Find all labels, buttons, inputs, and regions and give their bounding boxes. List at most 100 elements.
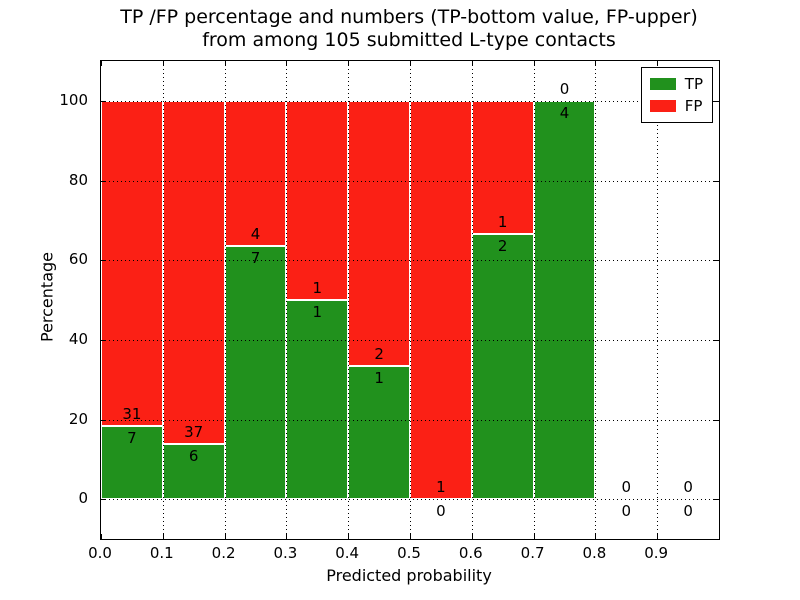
x-tick-mark xyxy=(595,534,597,539)
bar-segment-tp xyxy=(224,245,287,500)
y-tick-mark xyxy=(101,180,106,182)
bar-count-label-fp: 0 xyxy=(621,478,632,497)
bar-count-label-fp: 37 xyxy=(184,422,204,441)
chart-title-line1: TP /FP percentage and numbers (TP-bottom… xyxy=(120,6,698,28)
bar-segment-tp xyxy=(101,425,163,500)
plot-area: TP FP 31 7 37 6 4 7 1 1 2 1 1 0 1 2 0 4 0 0 0 0 xyxy=(100,60,720,540)
bar-count-label-tp: 0 xyxy=(683,502,693,521)
bar-segment-fp xyxy=(101,100,163,426)
y-tick-label: 0 xyxy=(78,489,88,508)
y-tick-label: 80 xyxy=(68,170,88,189)
y-tick-mark xyxy=(714,339,719,341)
bar-count-label-tp: 7 xyxy=(250,248,261,267)
x-tick-mark xyxy=(162,61,164,66)
x-tick-mark xyxy=(410,534,411,539)
legend-item-fp: FP xyxy=(649,95,703,117)
y-tick-mark xyxy=(714,260,719,262)
x-tick-label: 0.9 xyxy=(644,544,669,562)
chart-title: TP /FP percentage and numbers (TP-bottom… xyxy=(100,6,718,52)
x-tick-mark xyxy=(286,61,288,66)
x-tick-label: 0.2 xyxy=(211,544,236,562)
legend: TP FP xyxy=(640,67,713,123)
bar-count-label-tp: 0 xyxy=(436,502,446,521)
legend-label-fp: FP xyxy=(684,97,703,115)
grid-line-vertical xyxy=(471,61,473,539)
x-tick-mark xyxy=(471,534,473,539)
bar-segment-tp xyxy=(533,100,596,500)
y-tick-mark xyxy=(101,499,106,501)
bar-segment-fp xyxy=(162,100,225,444)
y-tick-mark xyxy=(714,499,719,501)
x-tick-label: 0.8 xyxy=(582,544,607,562)
y-tick-mark xyxy=(714,100,719,102)
bar-count-label-fp: 0 xyxy=(559,79,570,98)
x-tick-mark xyxy=(162,534,164,539)
y-tick-label: 40 xyxy=(68,329,88,348)
bar-segment-tp xyxy=(471,233,534,500)
bar-segment-tp xyxy=(162,443,225,500)
x-tick-mark xyxy=(348,534,350,539)
bar-count-label-fp: 1 xyxy=(497,212,508,231)
y-tick-mark xyxy=(101,260,106,262)
bar-count-label-fp: 0 xyxy=(683,478,693,497)
bar-count-label-tp: 4 xyxy=(559,103,570,122)
y-tick-mark xyxy=(714,419,719,421)
y-tick-label: 100 xyxy=(59,90,88,109)
x-tick-label: 0.1 xyxy=(149,544,174,562)
y-tick-mark xyxy=(101,100,106,102)
bar-count-label-fp: 31 xyxy=(122,404,142,423)
grid-line-vertical xyxy=(286,61,288,539)
grid-line-vertical xyxy=(348,61,350,539)
x-tick-mark xyxy=(533,61,535,66)
x-tick-mark xyxy=(286,534,288,539)
bar-count-label-tp: 7 xyxy=(127,428,137,447)
x-tick-mark xyxy=(471,61,473,66)
bar-segment-tp xyxy=(286,300,349,500)
bar-count-label-fp: 2 xyxy=(374,345,384,364)
legend-label-tp: TP xyxy=(684,75,703,93)
bar-segment-fp xyxy=(348,100,410,367)
bar-count-label-tp: 1 xyxy=(312,303,323,321)
grid-line-vertical xyxy=(657,61,659,539)
legend-swatch-tp-icon xyxy=(649,78,676,90)
y-tick-mark xyxy=(101,419,106,421)
x-tick-mark xyxy=(224,61,226,66)
bar-count-label-tp: 1 xyxy=(374,369,384,388)
grid-line-vertical xyxy=(162,61,164,539)
legend-swatch-fp-icon xyxy=(649,100,676,112)
x-tick-mark xyxy=(348,61,350,66)
y-tick-label: 20 xyxy=(68,409,88,428)
bar-count-label-fp: 1 xyxy=(312,279,323,297)
grid-line-vertical xyxy=(224,61,226,539)
bar-segment-fp xyxy=(410,100,472,500)
x-tick-label: 0.3 xyxy=(273,544,298,562)
x-tick-label: 0.0 xyxy=(88,544,112,562)
x-tick-mark xyxy=(533,534,535,539)
chart-title-line2: from among 105 submitted L-type contacts xyxy=(202,29,616,51)
bar-count-label-tp: 6 xyxy=(188,446,199,465)
x-tick-mark xyxy=(101,61,102,66)
legend-item-tp: TP xyxy=(649,73,703,95)
bar-count-label-tp: 2 xyxy=(497,236,508,255)
x-tick-mark xyxy=(224,534,226,539)
bar-count-label-fp: 4 xyxy=(250,224,261,243)
y-tick-mark xyxy=(101,339,106,341)
x-tick-mark xyxy=(657,61,659,66)
x-tick-label: 0.7 xyxy=(520,544,545,562)
bar-segment-fp xyxy=(286,100,349,300)
bar-count-label-fp: 1 xyxy=(436,478,446,497)
x-tick-mark xyxy=(595,61,597,66)
grid-line-vertical xyxy=(595,61,597,539)
y-tick-mark xyxy=(714,180,719,182)
grid-line-vertical xyxy=(533,61,535,539)
x-tick-label: 0.6 xyxy=(458,544,483,562)
x-tick-mark xyxy=(410,61,411,66)
x-tick-mark xyxy=(657,534,659,539)
x-tick-mark xyxy=(101,534,102,539)
x-tick-label: 0.4 xyxy=(335,544,360,562)
x-tick-label: 0.5 xyxy=(397,544,421,562)
x-axis-label: Predicted probability xyxy=(326,566,492,585)
grid-line-vertical xyxy=(410,61,411,539)
y-tick-label: 60 xyxy=(68,250,88,269)
